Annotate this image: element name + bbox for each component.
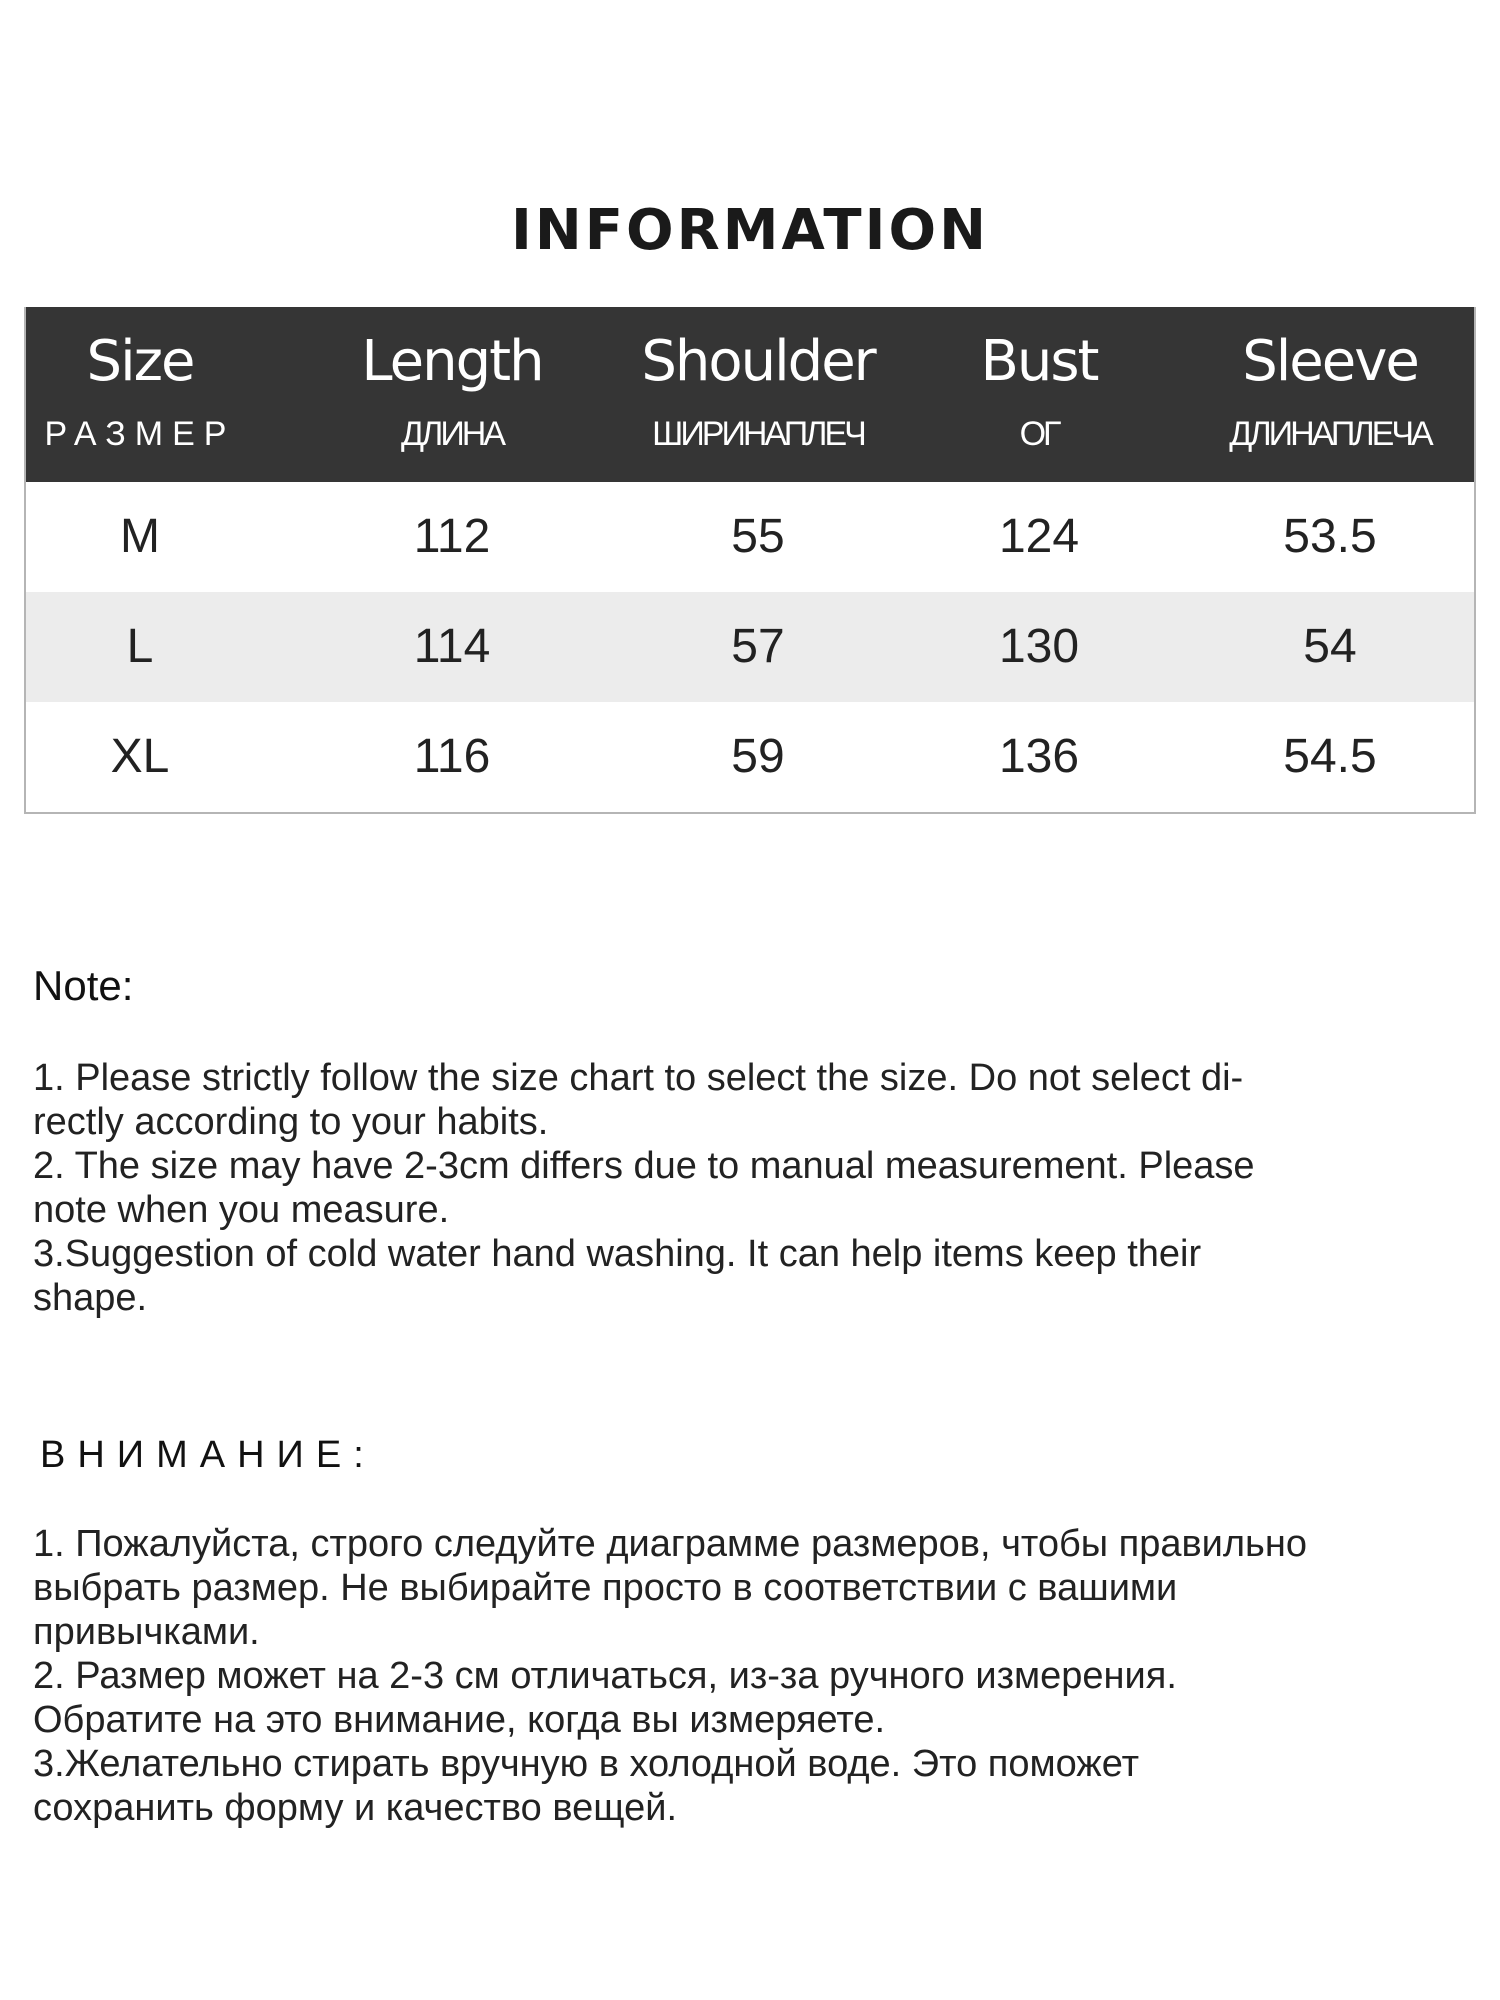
table-row: M 112 55 124 53.5 — [26, 482, 1474, 592]
table-cell: 130 — [998, 620, 1080, 673]
note-line: 2. The size may have 2-3cm differs due t… — [33, 1145, 1255, 1187]
note-line: 3.Suggestion of cold water hand washing.… — [33, 1233, 1202, 1275]
note-line: 1. Пожалуйста, строго следуйте диаграмме… — [33, 1523, 1307, 1565]
note-heading: Note: — [33, 962, 134, 1009]
header-bust: Bust ОГ — [980, 329, 1099, 453]
table-cell: 112 — [413, 510, 491, 563]
note-line: 1. Please strictly follow the size chart… — [33, 1057, 1244, 1099]
table-header: Size РАЗМЕР Length ДЛИНА Shoulder ШИРИНАПЛЕ… — [26, 307, 1474, 482]
note-ru-heading: ВНИМАНИЕ: — [40, 1434, 376, 1476]
table-cell: 116 — [413, 730, 491, 783]
table-cell: 114 — [413, 620, 491, 673]
note-line: 2. Размер может на 2-3 см отличаться, из… — [33, 1655, 1177, 1697]
note-line: сохранить форму и качество вещей. — [33, 1787, 677, 1829]
note-line: выбрать размер. Не выбирайте просто в со… — [33, 1567, 1178, 1609]
table-cell: 54.5 — [1283, 730, 1377, 783]
note-line: 3.Желательно стирать вручную в холодной … — [33, 1743, 1140, 1785]
header-length: Length ДЛИНА — [361, 329, 544, 453]
note-line: note when you measure. — [33, 1189, 450, 1231]
header-sleeve: Sleeve ДЛИНАПЛЕЧА — [1229, 329, 1433, 453]
table-cell: L — [126, 620, 154, 673]
table-cell: 136 — [998, 730, 1080, 783]
note-line: rectly according to your habits. — [33, 1101, 549, 1143]
table-cell: 59 — [731, 730, 785, 783]
table-row: XL 116 59 136 54.5 — [26, 702, 1474, 812]
note-line: привычками. — [33, 1611, 260, 1653]
table-cell: M — [120, 510, 160, 563]
table-cell: 53.5 — [1283, 510, 1377, 563]
note-line: Обратите на это внимание, когда вы измер… — [33, 1699, 886, 1741]
page-title: INFORMATION — [511, 198, 989, 263]
table-cell: 55 — [731, 510, 785, 563]
table-cell: 57 — [731, 620, 785, 673]
header-size: Size РАЗМЕР — [44, 329, 236, 453]
note-line: shape. — [33, 1277, 148, 1319]
table-cell: 54 — [1303, 620, 1357, 673]
table-cell: XL — [110, 730, 170, 783]
header-shoulder: Shoulder ШИРИНАПЛЕЧ — [641, 329, 876, 453]
table-row: L 114 57 130 54 — [26, 592, 1474, 702]
table-cell: 124 — [998, 510, 1080, 563]
size-table: Size РАЗМЕР Length ДЛИНА Shoulder ШИРИНАПЛЕ… — [24, 307, 1476, 814]
